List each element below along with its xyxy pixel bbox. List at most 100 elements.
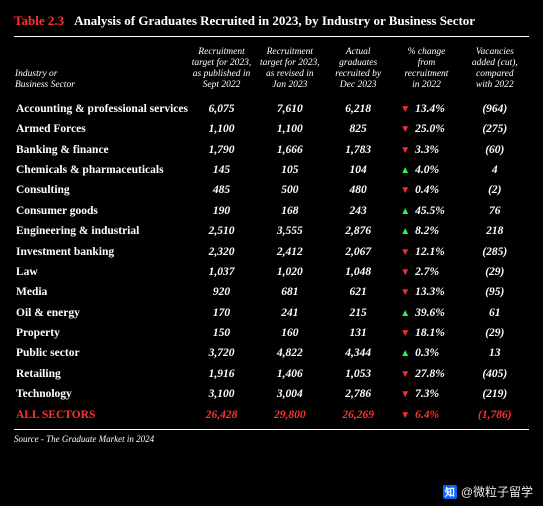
table-card: Table 2.3 Analysis of Graduates Recruite… — [0, 0, 543, 444]
table-row: Investment banking2,3202,4122,067▼ 12.1%… — [14, 241, 529, 261]
value-cell: 1,053 — [324, 364, 392, 384]
pct-value: 3.3% — [412, 144, 439, 156]
pct-value: 39.6% — [412, 307, 445, 319]
value-cell: 2,320 — [187, 241, 255, 261]
sector-cell: Media — [14, 282, 187, 302]
vacancies-cell: 76 — [461, 201, 529, 221]
arrow-up-icon: ▲ — [400, 308, 410, 319]
vacancies-cell: (964) — [461, 99, 529, 119]
pct-value: 27.8% — [412, 368, 445, 380]
value-cell: 2,510 — [187, 221, 255, 241]
sector-cell: Public sector — [14, 343, 187, 363]
value-cell: 241 — [256, 302, 324, 322]
zhihu-icon: 知 — [443, 485, 457, 499]
value-cell: 29,800 — [256, 404, 324, 424]
value-cell: 215 — [324, 302, 392, 322]
sector-cell: Property — [14, 323, 187, 343]
sector-cell: Investment banking — [14, 241, 187, 261]
sector-cell: Technology — [14, 384, 187, 404]
arrow-down-icon: ▼ — [400, 287, 410, 298]
table-row: Media920681621▼ 13.3%(95) — [14, 282, 529, 302]
table-row: Law1,0371,0201,048▼ 2.7%(29) — [14, 262, 529, 282]
header-row: Industry orBusiness Sector Recruitmentta… — [14, 45, 529, 99]
arrow-up-icon: ▲ — [400, 165, 410, 176]
value-cell: 4,344 — [324, 343, 392, 363]
value-cell: 7,610 — [256, 99, 324, 119]
vacancies-cell: (285) — [461, 241, 529, 261]
value-cell: 145 — [187, 160, 255, 180]
value-cell: 1,916 — [187, 364, 255, 384]
value-cell: 1,666 — [256, 139, 324, 159]
table-row: Engineering & industrial2,5103,5552,876▲… — [14, 221, 529, 241]
value-cell: 2,876 — [324, 221, 392, 241]
pct-value: 6.4% — [412, 409, 439, 421]
table-row: Retailing1,9161,4061,053▼ 27.8%(405) — [14, 364, 529, 384]
col-header-pct-change: % changefromrecruitmentin 2022 — [392, 45, 460, 99]
pct-value: 13.4% — [412, 103, 445, 115]
vacancies-cell: 4 — [461, 160, 529, 180]
pct-value: 0.3% — [412, 347, 439, 359]
value-cell: 825 — [324, 119, 392, 139]
arrow-down-icon: ▼ — [400, 247, 410, 258]
value-cell: 6,218 — [324, 99, 392, 119]
arrow-up-icon: ▲ — [400, 226, 410, 237]
divider — [14, 429, 529, 430]
value-cell: 1,020 — [256, 262, 324, 282]
pct-value: 0.4% — [412, 184, 439, 196]
arrow-down-icon: ▼ — [400, 369, 410, 380]
arrow-down-icon: ▼ — [400, 410, 410, 421]
source-prefix: Source - — [14, 434, 46, 444]
value-cell: 105 — [256, 160, 324, 180]
pct-change-cell: ▼ 12.1% — [392, 241, 460, 261]
pct-value: 4.0% — [412, 164, 439, 176]
watermark-text: @微粒子留学 — [461, 483, 533, 500]
sector-cell: Consumer goods — [14, 201, 187, 221]
total-row: ALL SECTORS26,42829,80026,269▼ 6.4%(1,78… — [14, 404, 529, 424]
value-cell: 170 — [187, 302, 255, 322]
table-row: Property150160131▼ 18.1%(29) — [14, 323, 529, 343]
table-row: Technology3,1003,0042,786▼ 7.3%(219) — [14, 384, 529, 404]
value-cell: 1,100 — [187, 119, 255, 139]
pct-value: 13.3% — [412, 286, 445, 298]
arrow-down-icon: ▼ — [400, 185, 410, 196]
table-row: Chemicals & pharmaceuticals145105104 ▲ 4.… — [14, 160, 529, 180]
value-cell: 1,037 — [187, 262, 255, 282]
vacancies-cell: (29) — [461, 323, 529, 343]
col-header-target-sept: Recruitmenttarget for 2023,as published … — [187, 45, 255, 99]
value-cell: 3,720 — [187, 343, 255, 363]
value-cell: 480 — [324, 180, 392, 200]
watermark: 知 @微粒子留学 — [443, 483, 533, 500]
vacancies-cell: (405) — [461, 364, 529, 384]
value-cell: 104 — [324, 160, 392, 180]
sector-cell: Accounting & professional services — [14, 99, 187, 119]
data-table: Industry orBusiness Sector Recruitmentta… — [14, 45, 529, 425]
sector-cell: Chemicals & pharmaceuticals — [14, 160, 187, 180]
vacancies-cell: (2) — [461, 180, 529, 200]
table-row: Banking & finance1,7901,6661,783▼ 3.3%(6… — [14, 139, 529, 159]
vacancies-cell: (95) — [461, 282, 529, 302]
value-cell: 920 — [187, 282, 255, 302]
sector-cell: Oil & energy — [14, 302, 187, 322]
value-cell: 681 — [256, 282, 324, 302]
table-row: Armed Forces1,1001,100825▼ 25.0%(275) — [14, 119, 529, 139]
value-cell: 3,004 — [256, 384, 324, 404]
arrow-up-icon: ▲ — [400, 206, 410, 217]
vacancies-cell: (275) — [461, 119, 529, 139]
source-text: The Graduate Market in 2024 — [46, 434, 154, 444]
sector-cell: Retailing — [14, 364, 187, 384]
value-cell: 621 — [324, 282, 392, 302]
col-header-sector: Industry orBusiness Sector — [14, 45, 187, 99]
value-cell: 26,269 — [324, 404, 392, 424]
pct-value: 18.1% — [412, 327, 445, 339]
value-cell: 1,100 — [256, 119, 324, 139]
value-cell: 1,048 — [324, 262, 392, 282]
vacancies-cell: (60) — [461, 139, 529, 159]
vacancies-cell: (219) — [461, 384, 529, 404]
pct-change-cell: ▼ 7.3% — [392, 384, 460, 404]
table-row: Accounting & professional services6,0757… — [14, 99, 529, 119]
pct-change-cell: ▼ 13.4% — [392, 99, 460, 119]
pct-change-cell: ▼ 0.4% — [392, 180, 460, 200]
arrow-down-icon: ▼ — [400, 389, 410, 400]
pct-change-cell: ▼ 13.3% — [392, 282, 460, 302]
sector-cell: ALL SECTORS — [14, 404, 187, 424]
